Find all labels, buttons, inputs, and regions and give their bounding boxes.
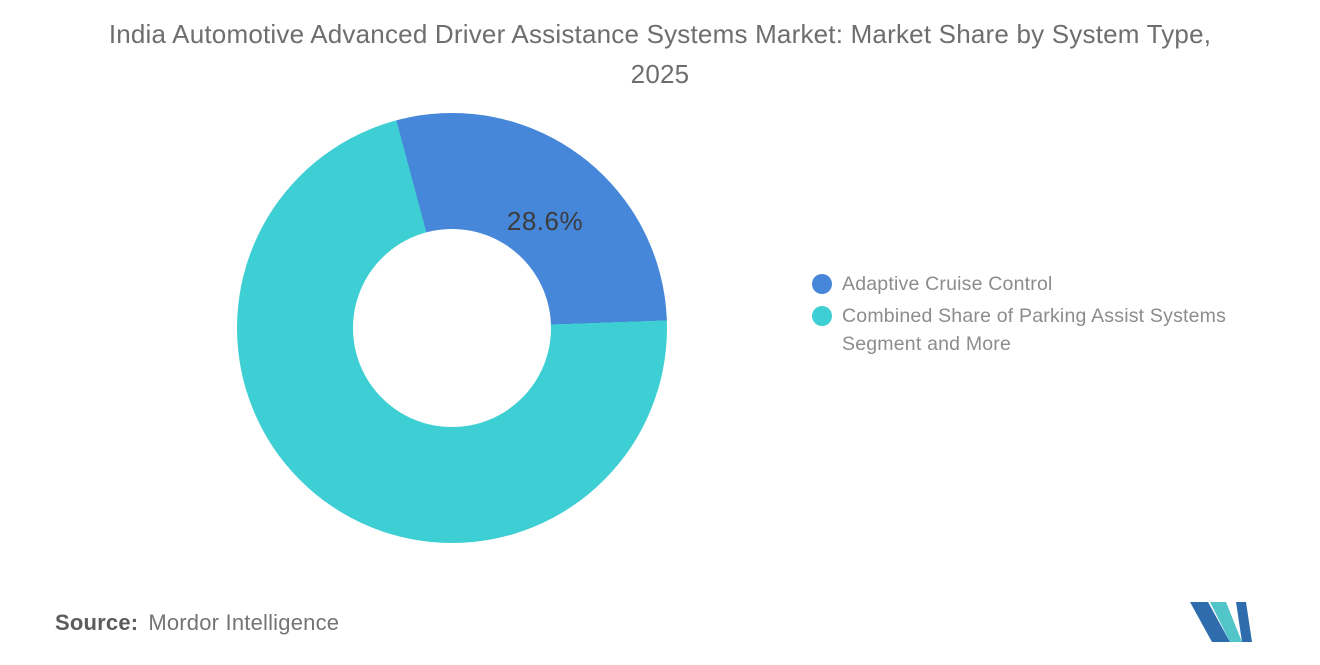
legend-dot-teal-icon — [812, 306, 832, 326]
logo-blue-band — [1190, 602, 1230, 642]
source-line: Source: Mordor Intelligence — [55, 610, 339, 636]
legend-label: Combined Share of Parking Assist Systems… — [842, 305, 1227, 355]
slice-data-label: 28.6% — [506, 206, 584, 236]
legend-label: Adaptive Cruise Control — [842, 273, 1053, 295]
legend: Adaptive Cruise Control Combined Share o… — [812, 270, 1282, 362]
legend-item-parking-assist-combined: Combined Share of Parking Assist Systems… — [812, 302, 1282, 358]
source-text: Mordor Intelligence — [148, 610, 340, 635]
mordor-intelligence-logo-icon — [1190, 602, 1252, 642]
donut-hole — [353, 229, 551, 427]
logo-teal-band — [1210, 602, 1242, 642]
chart-title: India Automotive Advanced Driver Assista… — [108, 19, 1212, 89]
logo-blue-stem — [1236, 602, 1252, 642]
legend-item-adaptive-cruise-control: Adaptive Cruise Control — [812, 270, 1282, 298]
legend-dot-blue-icon — [812, 274, 832, 294]
source-prefix-label: Source: — [55, 610, 139, 635]
donut-chart — [237, 113, 667, 543]
